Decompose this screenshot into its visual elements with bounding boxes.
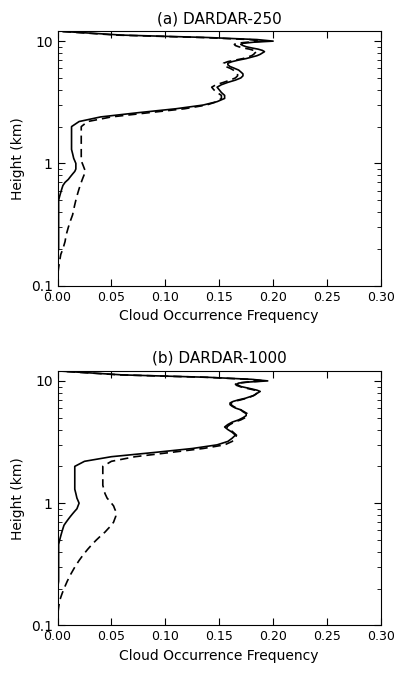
Title: (b) DARDAR-1000: (b) DARDAR-1000 (151, 351, 286, 366)
X-axis label: Cloud Occurrence Frequency: Cloud Occurrence Frequency (119, 309, 318, 323)
Y-axis label: Height (km): Height (km) (11, 457, 25, 540)
Y-axis label: Height (km): Height (km) (11, 117, 25, 200)
Title: (a) DARDAR-250: (a) DARDAR-250 (156, 11, 281, 26)
X-axis label: Cloud Occurrence Frequency: Cloud Occurrence Frequency (119, 649, 318, 663)
